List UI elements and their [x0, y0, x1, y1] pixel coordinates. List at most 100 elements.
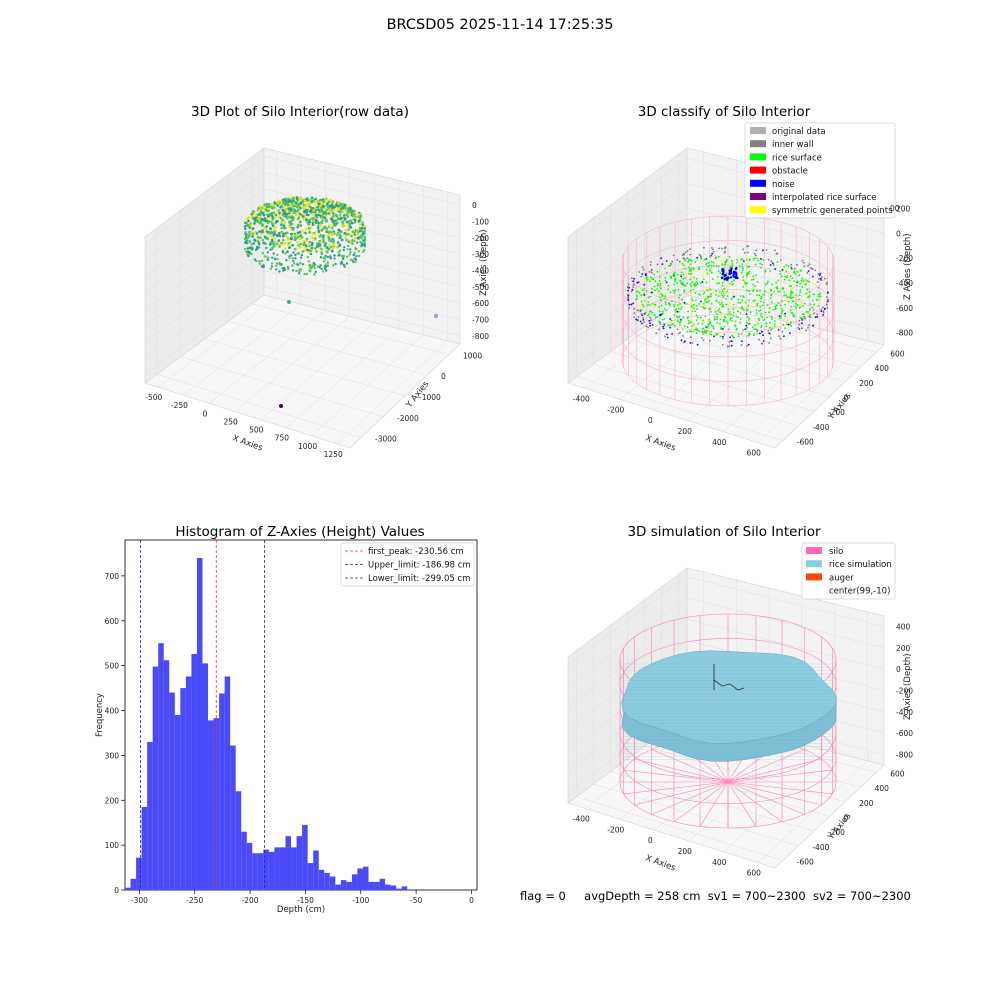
wall-point	[812, 275, 814, 278]
surface-point	[670, 275, 673, 278]
surface-point	[686, 330, 689, 333]
surface-point	[817, 293, 820, 296]
raw-point	[317, 224, 320, 227]
noise-point	[726, 276, 730, 279]
histogram-bar	[385, 884, 391, 890]
raw-point	[300, 229, 304, 233]
surface-point	[761, 316, 764, 319]
surface-point	[725, 303, 728, 306]
raw-point	[288, 215, 291, 219]
surface-point	[684, 259, 687, 262]
surface-point	[721, 313, 724, 316]
surface-point	[801, 286, 804, 289]
surface-point	[710, 310, 712, 313]
raw-point	[263, 235, 267, 239]
panel2-title: 3D classify of Silo Interior	[638, 104, 811, 120]
raw-point	[250, 215, 254, 218]
histogram-bar	[158, 643, 164, 890]
surface-point	[751, 278, 753, 281]
raw-point	[328, 224, 331, 227]
raw-point	[314, 218, 318, 222]
surface-point	[693, 307, 695, 310]
wall-point	[669, 264, 672, 267]
surface-point	[717, 270, 720, 272]
status-sv2: sv2 = 700~2300	[812, 889, 911, 903]
wall-point	[816, 316, 819, 318]
raw-point	[263, 209, 266, 213]
surface-point	[729, 265, 732, 268]
legend-swatch	[750, 179, 766, 187]
surface-point	[790, 287, 793, 290]
raw-point	[299, 197, 303, 201]
raw-point	[283, 212, 287, 216]
surface-point	[746, 273, 749, 276]
raw-point	[326, 261, 330, 264]
histogram-bar	[252, 853, 258, 890]
surface-point	[689, 289, 692, 292]
wall-point	[638, 271, 641, 273]
surface-point	[746, 316, 749, 318]
raw-point	[245, 241, 249, 245]
surface-point	[732, 315, 735, 317]
surface-point	[693, 276, 695, 279]
surface-point	[752, 278, 755, 281]
surface-point	[780, 308, 783, 310]
raw-point	[277, 232, 281, 235]
raw-point	[294, 257, 297, 260]
surface-point	[718, 301, 720, 304]
wall-point	[820, 277, 822, 280]
raw-point	[297, 272, 301, 275]
surface-point	[758, 294, 761, 297]
raw-point	[327, 200, 331, 204]
raw-point	[349, 258, 353, 261]
wall-point	[648, 320, 651, 322]
raw-point	[314, 270, 317, 274]
surface-point	[665, 309, 668, 312]
wall-point	[631, 277, 633, 279]
raw-point	[342, 263, 346, 267]
surface-point	[727, 308, 730, 311]
surface-point	[642, 305, 645, 307]
surface-point	[744, 282, 747, 285]
surface-point	[677, 288, 680, 291]
surface-point	[683, 267, 686, 270]
p2-ytick: 0	[844, 394, 849, 403]
surface-point	[723, 319, 726, 321]
surface-point	[784, 315, 787, 317]
raw-point	[286, 238, 290, 241]
p4-xtick: -200	[607, 825, 624, 834]
surface-point	[642, 280, 645, 283]
surface-point	[693, 268, 695, 271]
wall-point	[648, 271, 651, 273]
surface-point	[677, 316, 680, 319]
wall-point	[650, 271, 653, 274]
raw-point	[294, 237, 298, 241]
surface-point	[695, 299, 697, 302]
surface-point	[696, 277, 698, 280]
surface-point	[811, 306, 813, 309]
raw-point	[338, 249, 342, 253]
surface-point	[681, 298, 683, 301]
raw-point	[247, 254, 250, 258]
raw-point	[322, 270, 325, 273]
raw-point	[354, 236, 357, 240]
raw-point	[328, 209, 332, 212]
raw-point	[362, 234, 365, 237]
surface-point	[731, 260, 733, 262]
histogram-bar	[302, 824, 308, 890]
surface-point	[705, 263, 708, 266]
surface-point	[733, 279, 736, 282]
surface-point	[799, 316, 802, 319]
raw-point	[340, 230, 343, 234]
histogram-bar	[241, 831, 247, 890]
raw-point	[275, 262, 279, 265]
surface-point	[731, 317, 733, 320]
histogram-bar	[307, 863, 314, 890]
raw-point	[338, 229, 341, 232]
surface-point	[726, 322, 729, 324]
raw-point	[288, 246, 291, 250]
raw-point	[260, 259, 263, 263]
surface-point	[720, 300, 723, 302]
wall-point	[649, 316, 652, 319]
surface-point	[681, 283, 684, 286]
